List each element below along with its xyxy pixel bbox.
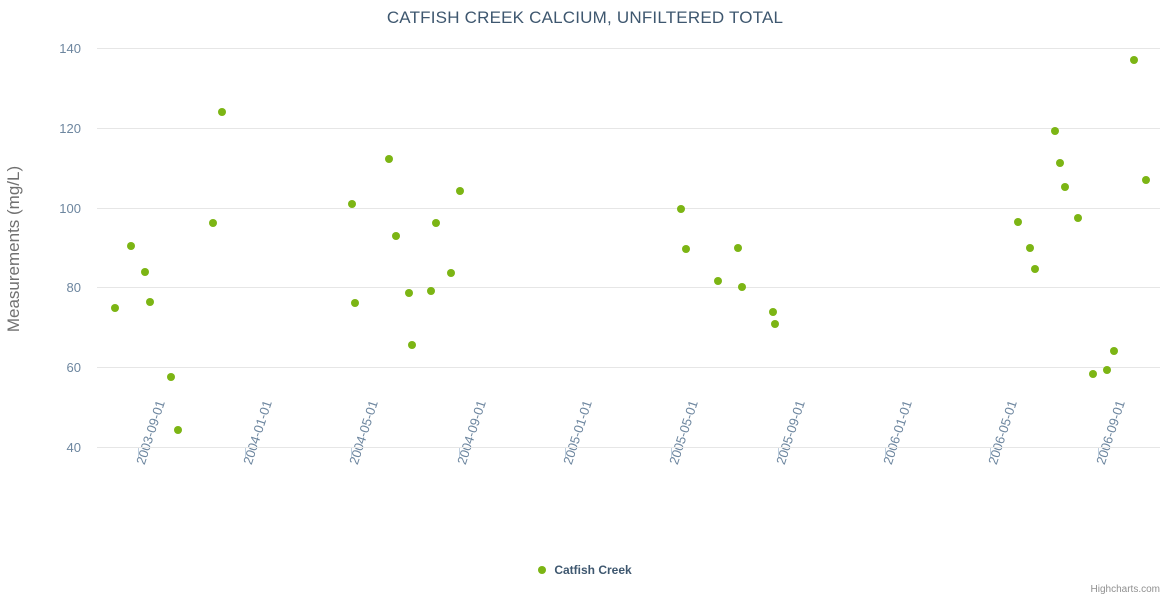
page-title: CATFISH CREEK CALCIUM, UNFILTERED TOTAL bbox=[386, 8, 784, 27]
scatter-point[interactable] bbox=[1073, 214, 1082, 223]
y-axis-tick-label: 100 bbox=[59, 201, 81, 216]
y-axis-tick-label: 120 bbox=[59, 121, 81, 136]
legend-item-label: Catfish Creek bbox=[554, 563, 632, 577]
scatter-point[interactable] bbox=[347, 199, 356, 208]
scatter-point[interactable] bbox=[431, 218, 440, 227]
scatter-point[interactable] bbox=[404, 289, 413, 298]
x-axis-tick-mark bbox=[565, 448, 566, 458]
scatter-point[interactable] bbox=[1026, 243, 1035, 252]
scatter-point[interactable] bbox=[218, 107, 227, 116]
scatter-point[interactable] bbox=[173, 426, 182, 435]
gridline bbox=[97, 208, 1160, 209]
circle-marker-icon bbox=[538, 566, 547, 574]
scatter-point[interactable] bbox=[1060, 183, 1069, 192]
x-axis-tick-mark bbox=[1098, 448, 1099, 458]
scatter-point[interactable] bbox=[456, 186, 465, 195]
highcharts-credits-link[interactable]: Highcharts.com bbox=[1090, 584, 1160, 595]
scatter-point[interactable] bbox=[127, 241, 136, 250]
scatter-point[interactable] bbox=[1014, 217, 1023, 226]
scatter-point[interactable] bbox=[713, 276, 722, 285]
y-axis-tick-label: 80 bbox=[66, 280, 81, 295]
plot-area bbox=[97, 48, 1160, 448]
scatter-point[interactable] bbox=[677, 204, 686, 213]
scatter-point[interactable] bbox=[1103, 365, 1112, 374]
x-axis-tick-mark bbox=[671, 448, 672, 458]
x-axis-tick-mark bbox=[778, 448, 779, 458]
scatter-point[interactable] bbox=[392, 231, 401, 240]
y-axis-tick-label: 140 bbox=[59, 41, 81, 56]
scatter-point[interactable] bbox=[446, 269, 455, 278]
x-axis-tick-mark bbox=[245, 448, 246, 458]
gridline bbox=[97, 128, 1160, 129]
gridline bbox=[97, 287, 1160, 288]
scatter-point[interactable] bbox=[1030, 265, 1039, 274]
scatter-point[interactable] bbox=[384, 154, 393, 163]
scatter-point[interactable] bbox=[1141, 175, 1150, 184]
y-axis-title: Measurements (mg/L) bbox=[4, 165, 23, 333]
scatter-point[interactable] bbox=[768, 308, 777, 317]
scatter-point[interactable] bbox=[209, 219, 218, 228]
x-axis-tick-mark bbox=[885, 448, 886, 458]
scatter-point[interactable] bbox=[408, 340, 417, 349]
x-axis-tick-mark bbox=[459, 448, 460, 458]
scatter-point[interactable] bbox=[166, 372, 175, 381]
x-axis-tick-mark bbox=[351, 448, 352, 458]
scatter-point[interactable] bbox=[351, 299, 360, 308]
scatter-point[interactable] bbox=[1056, 158, 1065, 167]
scatter-point[interactable] bbox=[738, 282, 747, 291]
gridline bbox=[97, 367, 1160, 368]
scatter-point[interactable] bbox=[733, 243, 742, 252]
scatter-point[interactable] bbox=[145, 298, 154, 307]
x-axis-tick-mark bbox=[138, 448, 139, 458]
scatter-point[interactable] bbox=[110, 304, 119, 313]
gridline bbox=[97, 48, 1160, 49]
scatter-point[interactable] bbox=[1050, 127, 1059, 136]
gridline bbox=[97, 447, 1160, 448]
scatter-point[interactable] bbox=[1129, 55, 1138, 64]
chart-legend: Catfish Creek bbox=[0, 563, 1170, 577]
y-axis-tick-label: 60 bbox=[66, 360, 81, 375]
x-axis-tick-mark bbox=[990, 448, 991, 458]
scatter-point[interactable] bbox=[1109, 347, 1118, 356]
scatter-point[interactable] bbox=[770, 320, 779, 329]
scatter-point[interactable] bbox=[141, 267, 150, 276]
scatter-point[interactable] bbox=[682, 245, 691, 254]
scatter-point[interactable] bbox=[427, 286, 436, 295]
legend-item-catfish-creek[interactable]: Catfish Creek bbox=[538, 563, 632, 577]
y-axis-tick-label: 40 bbox=[66, 440, 81, 455]
scatter-point[interactable] bbox=[1088, 370, 1097, 379]
